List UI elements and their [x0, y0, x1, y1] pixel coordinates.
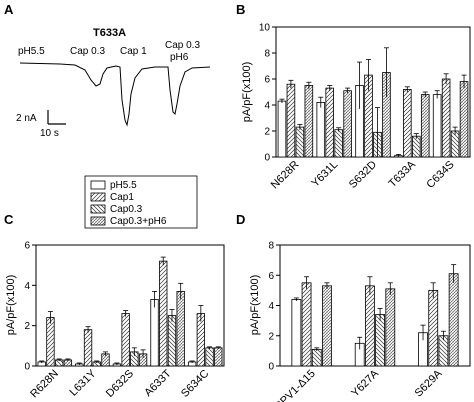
chart-d-bar-cap1	[301, 282, 312, 367]
chart-d-ytick-label: 2	[268, 331, 274, 342]
chart-d-category-label: TRPV1-Δ15	[268, 368, 318, 402]
chart-d-y-axis-label: pA/pF(x100)	[249, 275, 261, 336]
chart-c-bar-cap1	[83, 329, 93, 367]
panel-label-c: C	[4, 212, 14, 227]
chart-c-y-axis-label: pA/pF(x100)	[5, 275, 17, 336]
panel-label-b: B	[236, 2, 245, 17]
chart-b-category-label: C634S	[424, 159, 456, 191]
scalebar-time-label: 10 s	[40, 128, 59, 139]
annotation-cap1: Cap 1	[120, 46, 147, 57]
chart-d-bar-cap1	[364, 285, 375, 367]
legend-label-ph55: pH5.5	[110, 180, 137, 191]
chart-b-bar-cap1	[286, 83, 296, 158]
chart-b-ytick-label: 0	[264, 153, 270, 164]
chart-c-frame	[35, 244, 225, 367]
chart-c-bar-cap03-ph6	[214, 347, 223, 367]
legend-swatch-cap03	[90, 204, 106, 214]
annotation-cap03-2: Cap 0.3	[165, 40, 200, 51]
chart-c-bar-ph55	[150, 299, 159, 367]
bar-chart-b: 0 2 4 6 8 10 pA/pF(x100) N628R Y631L S632D T633A C6…	[241, 23, 471, 192]
chart-c-ytick-label: 0	[24, 362, 30, 373]
legend-label-cap1: Cap1	[110, 192, 134, 203]
chart-b-bar-cap03-ph6	[343, 90, 352, 158]
chart-b-bar-cap03	[411, 135, 421, 158]
chart-c-category-label: A633T	[142, 367, 174, 399]
legend: pH5.5 Cap1 Cap0.3 Cap0.3+pH6	[84, 175, 198, 229]
chart-d-bar-cap03	[375, 314, 386, 367]
chart-c-bar-cap1	[121, 313, 130, 367]
chart-b-category-label: T633A	[387, 158, 419, 190]
scalebar-current-label: 2 nA	[16, 113, 37, 124]
chart-b-bar-cap1	[441, 78, 451, 158]
chart-d-ytick-label: 6	[268, 271, 274, 282]
annotation-cap03: Cap 0.3	[70, 46, 105, 57]
chart-b-bar-ph55	[316, 102, 326, 158]
panel-label-d: D	[236, 212, 245, 227]
chart-d-category-label: Y627A	[349, 367, 381, 399]
chart-d-ytick-label: 0	[268, 362, 274, 373]
chart-c-ytick-label: 4	[24, 281, 30, 292]
chart-c-bar-cap03	[167, 315, 177, 367]
bar-chart-d: 0 2 4 6 8 pA/pF(x100) TRPV1-Δ15 Y627A S629A	[249, 241, 471, 402]
current-trace	[19, 62, 211, 127]
chart-c-category-label: S634C	[179, 368, 211, 400]
chart-c-bar-cap03-ph6	[176, 290, 185, 367]
chart-c-category-label: L631Y	[68, 367, 99, 398]
chart-c-bar-cap03	[205, 347, 214, 367]
chart-d-bar-cap03-ph6	[448, 273, 459, 367]
chart-b-bar-cap03-ph6	[459, 81, 469, 158]
chart-c-category-label: D632S	[104, 368, 136, 400]
chart-b-ytick-label: 4	[264, 101, 270, 112]
trace-title: T633A	[93, 27, 126, 39]
chart-d-bar-cap03-ph6	[322, 285, 332, 367]
chart-c-bar-cap1	[159, 260, 168, 367]
chart-c-category-label: R628N	[28, 368, 61, 401]
legend-swatch-cap1	[90, 192, 106, 202]
chart-c-ytick-label: 6	[24, 241, 30, 252]
chart-d-ytick-label: 4	[268, 301, 274, 312]
chart-b-bar-cap03-ph6	[304, 85, 314, 158]
bar-chart-c: 0 2 4 6 pA/pF(x100) R628N L631Y D632S A633T S634C	[5, 241, 225, 401]
chart-b-bar-ph55	[277, 100, 287, 158]
chart-b-ytick-label: 8	[264, 49, 270, 60]
annotation-ph55: pH5.5	[18, 46, 45, 57]
chart-d-bar-cap03	[311, 348, 322, 367]
chart-d-bar-ph55	[291, 299, 302, 367]
chart-b-y-axis-label: pA/pF(x100)	[241, 62, 253, 123]
chart-b-bar-cap03-ph6	[420, 94, 430, 158]
chart-b-category-label: Y631L	[309, 159, 340, 190]
chart-b-bar-cap1	[325, 87, 334, 158]
chart-b-bar-cap03	[334, 129, 343, 158]
chart-b-category-label: S632D	[347, 159, 379, 191]
chart-b-ytick-label: 6	[264, 75, 270, 86]
chart-d-ytick-label: 8	[268, 241, 274, 252]
chart-c-bar-cap1	[46, 317, 55, 367]
chart-d-bar-cap03-ph6	[385, 288, 396, 367]
chart-d-bar-cap1	[428, 289, 439, 367]
annotation-ph6: pH6	[170, 52, 189, 63]
legend-swatch-ph55	[90, 180, 106, 190]
legend-label-cap03-ph6: Cap0.3+pH6	[110, 216, 167, 227]
chart-b-ytick-label: 2	[264, 127, 270, 138]
legend-label-cap03: Cap0.3	[110, 204, 143, 215]
legend-swatch-cap03-ph6	[90, 216, 106, 226]
panel-a: T633A pH5.5 Cap 0.3 Cap 1 Cap 0.3 pH6 2 …	[16, 27, 211, 139]
chart-b-frame	[275, 26, 471, 158]
chart-b-bar-ph55	[432, 94, 442, 158]
chart-b-category-label: N628R	[269, 159, 302, 192]
chart-b-bar-cap1	[403, 89, 412, 158]
chart-b-ytick-label: 10	[259, 23, 271, 34]
chart-b-bar-cap03	[295, 126, 305, 158]
chart-d-category-label: S629A	[413, 367, 445, 399]
panel-label-a: A	[4, 2, 14, 17]
chart-c-ytick-label: 2	[24, 321, 30, 332]
